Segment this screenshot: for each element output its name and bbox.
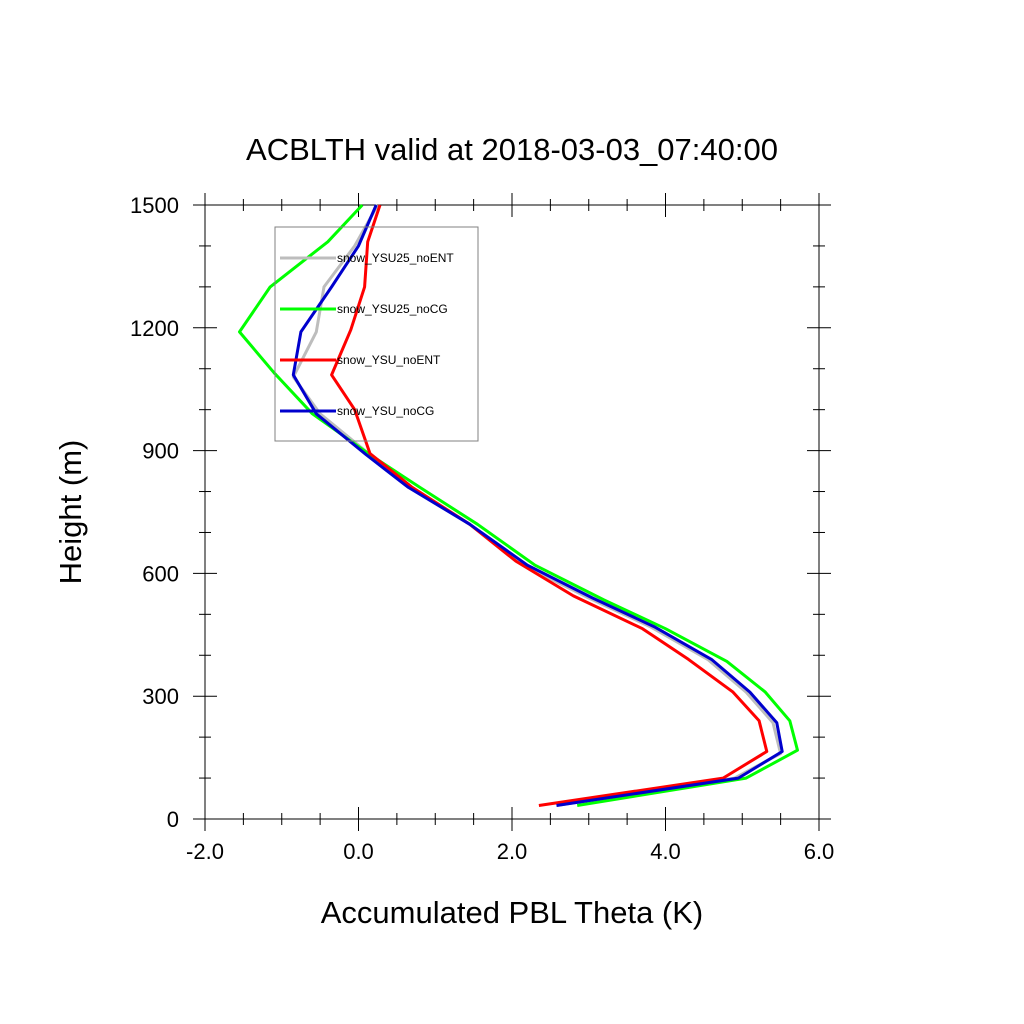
series-line-1 [291,204,783,807]
legend-label-3: snow_YSU_noENT [337,353,441,367]
legend-label-1: snow_YSU25_noENT [337,251,454,265]
series-line-3 [330,204,769,807]
legend-box [274,226,479,442]
legend: snow_YSU25_noENT snow_YSU25_noCG snow_YSU_… [274,226,479,442]
series-line-4 [291,204,784,807]
y-tick-label: 1200 [130,316,179,341]
x-tick-label: 2.0 [497,839,528,864]
chart-title: ACBLTH valid at 2018-03-03_07:40:00 [246,132,778,167]
legend-label-2: snow_YSU25_noCG [337,302,448,316]
y-tick-label: 900 [142,439,179,464]
ticks [193,193,831,831]
series-line-2 [238,203,799,807]
y-tick-label: 0 [167,807,179,832]
y-tick-label: 300 [142,684,179,709]
y-tick-label: 1500 [130,193,179,218]
plot-frame [204,204,820,820]
x-tick-label: 4.0 [650,839,681,864]
x-tick-label: 0.0 [343,839,374,864]
y-axis-label: Height (m) [53,440,88,585]
x-axis-label: Accumulated PBL Theta (K) [321,895,704,930]
x-tick-label: -2.0 [186,839,224,864]
legend-label-4: snow_YSU_noCG [337,404,434,418]
x-tick-label: 6.0 [804,839,835,864]
y-tick-label: 600 [142,561,179,586]
series-lines [238,203,799,807]
tick-labels: -2.0 0.0 2.0 4.0 6.0 0 300 600 900 1200 1500 [130,193,834,864]
